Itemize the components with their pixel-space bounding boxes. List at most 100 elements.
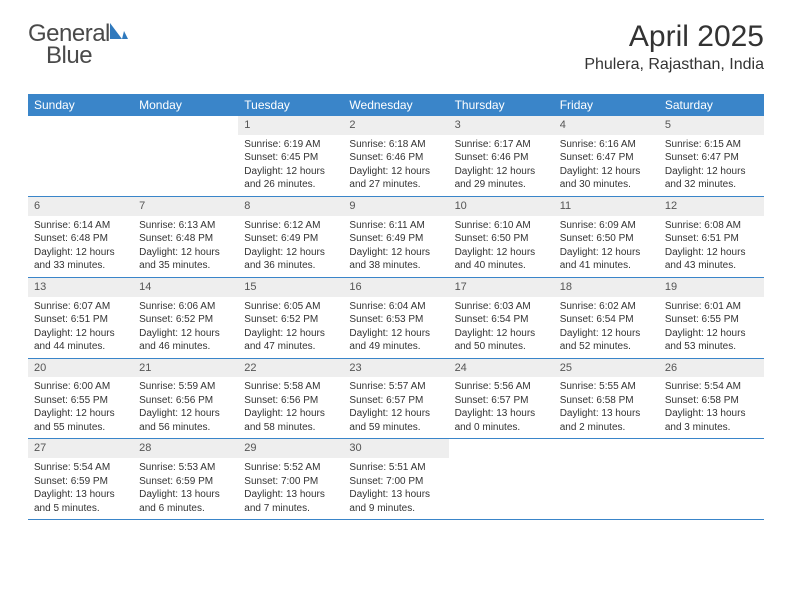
day-details: Sunrise: 5:57 AMSunset: 6:57 PMDaylight:…	[343, 377, 448, 438]
daylight-line: Daylight: 13 hours and 0 minutes.	[455, 407, 548, 434]
calendar: SundayMondayTuesdayWednesdayThursdayFrid…	[28, 94, 764, 520]
calendar-cell: 22Sunrise: 5:58 AMSunset: 6:56 PMDayligh…	[238, 359, 343, 439]
sunrise-line: Sunrise: 6:09 AM	[560, 219, 653, 233]
daylight-line: Daylight: 12 hours and 38 minutes.	[349, 246, 442, 273]
day-header: Tuesday	[238, 94, 343, 116]
calendar-cell: 18Sunrise: 6:02 AMSunset: 6:54 PMDayligh…	[554, 278, 659, 358]
calendar-week: 20Sunrise: 6:00 AMSunset: 6:55 PMDayligh…	[28, 359, 764, 440]
sunset-line: Sunset: 6:46 PM	[349, 151, 442, 165]
day-number: 15	[238, 278, 343, 297]
daylight-line: Daylight: 12 hours and 55 minutes.	[34, 407, 127, 434]
sunrise-line: Sunrise: 6:13 AM	[139, 219, 232, 233]
brand-name-b: Blue	[46, 42, 92, 69]
day-number: 19	[659, 278, 764, 297]
day-details: Sunrise: 6:18 AMSunset: 6:46 PMDaylight:…	[343, 135, 448, 196]
day-header: Wednesday	[343, 94, 448, 116]
day-details: Sunrise: 6:01 AMSunset: 6:55 PMDaylight:…	[659, 297, 764, 358]
daylight-line: Daylight: 12 hours and 32 minutes.	[665, 165, 758, 192]
sunset-line: Sunset: 6:58 PM	[560, 394, 653, 408]
sunrise-line: Sunrise: 5:56 AM	[455, 380, 548, 394]
calendar-cell: 24Sunrise: 5:56 AMSunset: 6:57 PMDayligh…	[449, 359, 554, 439]
calendar-cell: 28Sunrise: 5:53 AMSunset: 6:59 PMDayligh…	[133, 439, 238, 519]
day-details: Sunrise: 6:09 AMSunset: 6:50 PMDaylight:…	[554, 216, 659, 277]
day-number: 16	[343, 278, 448, 297]
day-details: Sunrise: 6:04 AMSunset: 6:53 PMDaylight:…	[343, 297, 448, 358]
day-details: Sunrise: 5:52 AMSunset: 7:00 PMDaylight:…	[238, 458, 343, 519]
sunset-line: Sunset: 6:54 PM	[560, 313, 653, 327]
calendar-week: 27Sunrise: 5:54 AMSunset: 6:59 PMDayligh…	[28, 439, 764, 520]
day-details: Sunrise: 6:12 AMSunset: 6:49 PMDaylight:…	[238, 216, 343, 277]
day-details: Sunrise: 5:51 AMSunset: 7:00 PMDaylight:…	[343, 458, 448, 519]
day-details: Sunrise: 6:07 AMSunset: 6:51 PMDaylight:…	[28, 297, 133, 358]
sunset-line: Sunset: 6:59 PM	[34, 475, 127, 489]
daylight-line: Daylight: 13 hours and 9 minutes.	[349, 488, 442, 515]
day-header: Thursday	[449, 94, 554, 116]
day-details: Sunrise: 6:06 AMSunset: 6:52 PMDaylight:…	[133, 297, 238, 358]
calendar-cell	[28, 116, 133, 196]
day-details: Sunrise: 5:56 AMSunset: 6:57 PMDaylight:…	[449, 377, 554, 438]
sunset-line: Sunset: 6:52 PM	[244, 313, 337, 327]
sunset-line: Sunset: 6:48 PM	[34, 232, 127, 246]
header: GeneralBlue April 2025 Phulera, Rajastha…	[0, 0, 792, 86]
sunset-line: Sunset: 6:51 PM	[665, 232, 758, 246]
day-number: 17	[449, 278, 554, 297]
day-details: Sunrise: 5:59 AMSunset: 6:56 PMDaylight:…	[133, 377, 238, 438]
sunset-line: Sunset: 6:59 PM	[139, 475, 232, 489]
day-details: Sunrise: 5:54 AMSunset: 6:58 PMDaylight:…	[659, 377, 764, 438]
daylight-line: Daylight: 12 hours and 49 minutes.	[349, 327, 442, 354]
calendar-cell: 8Sunrise: 6:12 AMSunset: 6:49 PMDaylight…	[238, 197, 343, 277]
sunrise-line: Sunrise: 6:19 AM	[244, 138, 337, 152]
day-header: Friday	[554, 94, 659, 116]
daylight-line: Daylight: 12 hours and 41 minutes.	[560, 246, 653, 273]
day-details: Sunrise: 5:55 AMSunset: 6:58 PMDaylight:…	[554, 377, 659, 438]
calendar-cell: 20Sunrise: 6:00 AMSunset: 6:55 PMDayligh…	[28, 359, 133, 439]
day-header: Saturday	[659, 94, 764, 116]
sunrise-line: Sunrise: 5:54 AM	[665, 380, 758, 394]
brand-name: GeneralBlue	[28, 20, 130, 76]
daylight-line: Daylight: 13 hours and 5 minutes.	[34, 488, 127, 515]
calendar-cell: 16Sunrise: 6:04 AMSunset: 6:53 PMDayligh…	[343, 278, 448, 358]
day-number: 24	[449, 359, 554, 378]
day-number: 23	[343, 359, 448, 378]
day-details: Sunrise: 6:08 AMSunset: 6:51 PMDaylight:…	[659, 216, 764, 277]
day-number: 2	[343, 116, 448, 135]
daylight-line: Daylight: 12 hours and 43 minutes.	[665, 246, 758, 273]
day-details: Sunrise: 5:54 AMSunset: 6:59 PMDaylight:…	[28, 458, 133, 519]
sunrise-line: Sunrise: 6:12 AM	[244, 219, 337, 233]
calendar-cell: 7Sunrise: 6:13 AMSunset: 6:48 PMDaylight…	[133, 197, 238, 277]
day-number: 20	[28, 359, 133, 378]
sunset-line: Sunset: 6:50 PM	[560, 232, 653, 246]
daylight-line: Daylight: 12 hours and 52 minutes.	[560, 327, 653, 354]
day-details: Sunrise: 6:15 AMSunset: 6:47 PMDaylight:…	[659, 135, 764, 196]
sunset-line: Sunset: 6:54 PM	[455, 313, 548, 327]
calendar-cell: 19Sunrise: 6:01 AMSunset: 6:55 PMDayligh…	[659, 278, 764, 358]
calendar-cell: 23Sunrise: 5:57 AMSunset: 6:57 PMDayligh…	[343, 359, 448, 439]
daylight-line: Daylight: 12 hours and 44 minutes.	[34, 327, 127, 354]
sunrise-line: Sunrise: 5:54 AM	[34, 461, 127, 475]
sunrise-line: Sunrise: 6:18 AM	[349, 138, 442, 152]
calendar-cell: 21Sunrise: 5:59 AMSunset: 6:56 PMDayligh…	[133, 359, 238, 439]
daylight-line: Daylight: 12 hours and 35 minutes.	[139, 246, 232, 273]
calendar-cell: 30Sunrise: 5:51 AMSunset: 7:00 PMDayligh…	[343, 439, 448, 519]
sunrise-line: Sunrise: 5:57 AM	[349, 380, 442, 394]
daylight-line: Daylight: 12 hours and 56 minutes.	[139, 407, 232, 434]
sunrise-line: Sunrise: 6:17 AM	[455, 138, 548, 152]
day-number: 10	[449, 197, 554, 216]
daylight-line: Daylight: 13 hours and 6 minutes.	[139, 488, 232, 515]
day-number: 25	[554, 359, 659, 378]
sunset-line: Sunset: 6:53 PM	[349, 313, 442, 327]
sunrise-line: Sunrise: 6:06 AM	[139, 300, 232, 314]
sunrise-line: Sunrise: 5:53 AM	[139, 461, 232, 475]
daylight-line: Daylight: 13 hours and 3 minutes.	[665, 407, 758, 434]
day-details: Sunrise: 6:19 AMSunset: 6:45 PMDaylight:…	[238, 135, 343, 196]
sunset-line: Sunset: 6:50 PM	[455, 232, 548, 246]
day-details: Sunrise: 6:13 AMSunset: 6:48 PMDaylight:…	[133, 216, 238, 277]
calendar-cell: 1Sunrise: 6:19 AMSunset: 6:45 PMDaylight…	[238, 116, 343, 196]
calendar-cell: 4Sunrise: 6:16 AMSunset: 6:47 PMDaylight…	[554, 116, 659, 196]
sunrise-line: Sunrise: 6:15 AM	[665, 138, 758, 152]
day-number: 3	[449, 116, 554, 135]
day-number: 13	[28, 278, 133, 297]
day-details: Sunrise: 6:14 AMSunset: 6:48 PMDaylight:…	[28, 216, 133, 277]
page-title: April 2025	[584, 20, 764, 54]
day-number: 11	[554, 197, 659, 216]
